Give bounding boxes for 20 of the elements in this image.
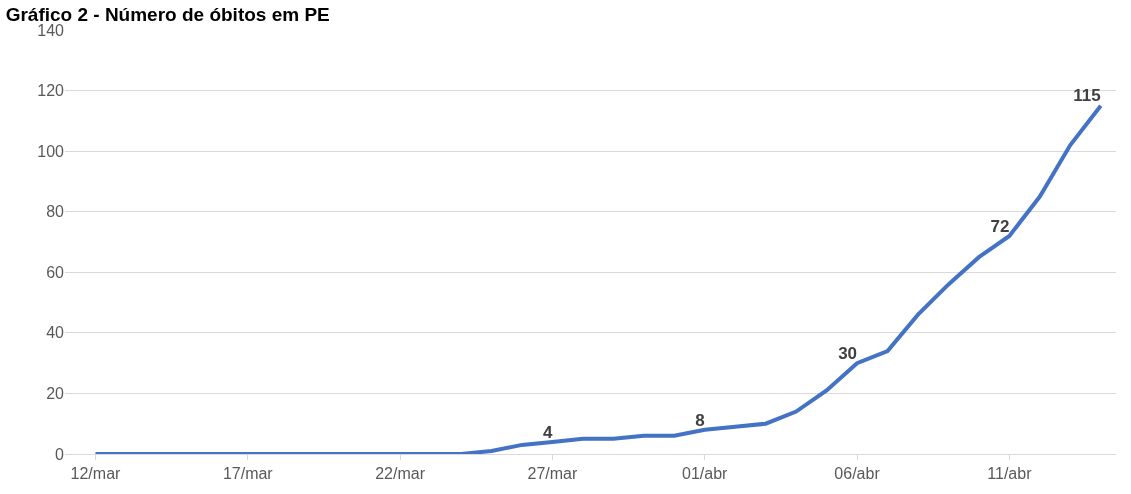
- x-tick-label: 27/mar: [527, 465, 578, 483]
- data-label: 30: [838, 343, 858, 363]
- line-series: [93, 103, 1103, 454]
- y-tick-label: 80: [46, 203, 65, 221]
- y-tick-label: 20: [46, 385, 65, 403]
- y-tick-label: 60: [46, 263, 65, 281]
- data-label: 72: [990, 216, 1010, 236]
- x-tick-label: 12/mar: [70, 465, 122, 483]
- data-label: 115: [1073, 86, 1101, 106]
- y-tick-label: 100: [37, 142, 65, 160]
- x-tick-label: 17/mar: [222, 465, 274, 483]
- x-tick-label: 11/abr: [987, 465, 1033, 483]
- x-tick-label: 01/abr: [682, 465, 729, 483]
- data-label: 8: [695, 410, 705, 430]
- x-tick-label: 22/mar: [375, 465, 426, 483]
- y-tick-label: 0: [55, 445, 65, 463]
- data-label: 4: [542, 422, 553, 442]
- x-tick-label: 06/abr: [834, 465, 881, 483]
- y-tick-label: 40: [46, 324, 65, 342]
- y-tick-label: 120: [37, 82, 65, 100]
